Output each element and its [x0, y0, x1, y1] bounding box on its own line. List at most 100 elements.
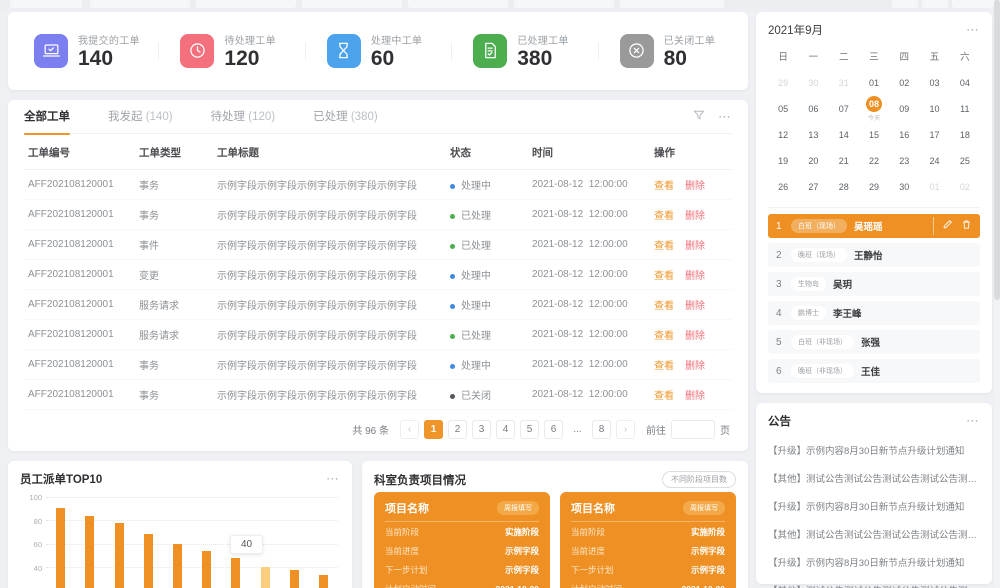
pagination-page-...[interactable]: ... [573, 424, 582, 435]
bar-cell-1[interactable] [75, 497, 104, 588]
bar-2[interactable] [114, 522, 124, 588]
bar-cell-7[interactable] [250, 497, 279, 588]
trash-icon[interactable] [961, 217, 972, 235]
duty-row-3[interactable]: 4 鹏博士 李王峰 [768, 301, 980, 325]
calendar-day-13[interactable]: 13 [798, 123, 828, 147]
pagination-page-2[interactable]: 2 [448, 420, 467, 439]
table-row[interactable]: AFF202108120001 服务请求 示例字段示例字段示例字段示例字段示例字… [24, 289, 732, 320]
bar-0[interactable] [56, 507, 66, 588]
calendar-day-05[interactable]: 05 [768, 97, 798, 121]
bar-6[interactable] [231, 557, 241, 588]
bar-cell-3[interactable] [134, 497, 163, 588]
calendar-day-28[interactable]: 28 [829, 175, 859, 199]
view-link[interactable]: 查看 [654, 241, 674, 252]
announcement-item-4[interactable]: 【升级】示例内容8月30日新节点升级计划通知 [768, 558, 965, 569]
table-row[interactable]: AFF202108120001 事务 示例字段示例字段示例字段示例字段示例字段 … [24, 349, 732, 380]
calendar-day-01[interactable]: 01 [919, 175, 949, 199]
bar-9[interactable] [318, 575, 328, 588]
more-dots-icon[interactable]: ⋯ [966, 413, 980, 428]
calendar-day-03[interactable]: 03 [919, 71, 949, 95]
view-link[interactable]: 查看 [654, 211, 674, 222]
calendar-day-24[interactable]: 24 [919, 149, 949, 173]
more-dots-icon[interactable]: ⋯ [326, 471, 340, 486]
table-row[interactable]: AFF202108120001 事务 示例字段示例字段示例字段示例字段示例字段 … [24, 379, 732, 410]
ticket-tab-1[interactable]: 我发起 (140) [108, 100, 173, 134]
page-scrollbar[interactable] [994, 0, 1000, 588]
view-link[interactable]: 查看 [654, 331, 674, 342]
calendar-day-31[interactable]: 31 [829, 71, 859, 95]
weekly-report-tag[interactable]: 周报填写 [497, 501, 539, 515]
delete-link[interactable]: 删除 [685, 211, 705, 222]
bar-1[interactable] [85, 515, 95, 588]
table-row[interactable]: AFF202108120001 事件 示例字段示例字段示例字段示例字段示例字段 … [24, 229, 732, 260]
calendar-day-11[interactable]: 11 [950, 97, 980, 121]
duty-row-5[interactable]: 6 晚班（非现场） 王佳 [768, 359, 980, 383]
calendar-day-02[interactable]: 02 [950, 175, 980, 199]
table-row[interactable]: AFF202108120001 变更 示例字段示例字段示例字段示例字段示例字段 … [24, 259, 732, 290]
calendar-day-12[interactable]: 12 [768, 123, 798, 147]
announcement-item-5[interactable]: 【其他】测试公告测试公告测试公告测试公告测试公告 [768, 576, 980, 588]
calendar-day-14[interactable]: 14 [829, 123, 859, 147]
bar-cell-6[interactable] [221, 497, 250, 588]
chrome-tab[interactable] [10, 0, 82, 8]
table-row[interactable]: AFF202108120001 事务 示例字段示例字段示例字段示例字段示例字段 … [24, 169, 732, 200]
calendar-day-15[interactable]: 15 [859, 123, 889, 147]
duty-row-2[interactable]: 3 生物岛 吴玥 [768, 272, 980, 296]
calendar-day-06[interactable]: 06 [798, 97, 828, 121]
calendar-day-17[interactable]: 17 [919, 123, 949, 147]
pencil-icon[interactable] [942, 217, 953, 235]
bar-7[interactable] [260, 567, 270, 588]
delete-link[interactable]: 删除 [685, 301, 705, 312]
delete-link[interactable]: 删除 [685, 181, 705, 192]
more-dots-icon[interactable]: ⋯ [718, 108, 732, 124]
calendar-day-27[interactable]: 27 [798, 175, 828, 199]
delete-link[interactable]: 删除 [685, 361, 705, 372]
stat-card-4[interactable]: 已关闭工单 80 [597, 32, 744, 70]
chrome-tab[interactable] [408, 0, 508, 8]
delete-link[interactable]: 删除 [685, 241, 705, 252]
bar-5[interactable] [202, 550, 212, 588]
bar-cell-9[interactable] [309, 497, 338, 588]
pagination-goto-input[interactable] [671, 420, 715, 439]
chrome-tab[interactable] [952, 0, 994, 8]
ticket-tab-3[interactable]: 已处理 (380) [313, 100, 378, 134]
chrome-tab[interactable] [620, 0, 724, 8]
pagination-page-4[interactable]: 4 [496, 420, 515, 439]
view-link[interactable]: 查看 [654, 301, 674, 312]
bar-4[interactable] [172, 543, 182, 588]
chrome-tab[interactable] [90, 0, 190, 8]
duty-row-1[interactable]: 2 晚班（现场） 王静怡 [768, 243, 980, 267]
calendar-day-09[interactable]: 09 [889, 97, 919, 121]
chrome-tab[interactable] [302, 0, 402, 8]
stat-card-3[interactable]: 已处理工单 380 [451, 32, 597, 70]
announcement-item-1[interactable]: 【其他】测试公告测试公告测试公告测试公告测试公告 [768, 474, 980, 485]
pagination-prev[interactable]: ‹ [400, 420, 419, 439]
calendar-day-10[interactable]: 10 [919, 97, 949, 121]
bar-cell-0[interactable] [46, 497, 75, 588]
duty-row-4[interactable]: 5 白班（非现场） 张强 [768, 330, 980, 354]
chrome-tab[interactable] [922, 0, 948, 8]
calendar-day-18[interactable]: 18 [950, 123, 980, 147]
view-link[interactable]: 查看 [654, 361, 674, 372]
bar-cell-8[interactable] [280, 497, 309, 588]
pagination-page-6[interactable]: 6 [544, 420, 563, 439]
bar-cell-4[interactable] [163, 497, 192, 588]
bar-8[interactable] [289, 569, 299, 588]
calendar-day-30[interactable]: 30 [889, 175, 919, 199]
calendar-day-07[interactable]: 07 [829, 97, 859, 121]
chrome-tab[interactable] [892, 0, 918, 8]
calendar-day-08[interactable]: 08 今天 [859, 96, 889, 122]
delete-link[interactable]: 删除 [685, 391, 705, 402]
table-row[interactable]: AFF202108120001 服务请求 示例字段示例字段示例字段示例字段示例字… [24, 319, 732, 350]
calendar-day-25[interactable]: 25 [950, 149, 980, 173]
pagination-page-3[interactable]: 3 [472, 420, 491, 439]
announcement-item-0[interactable]: 【升级】示例内容8月30日新节点升级计划通知 [768, 446, 965, 457]
bar-cell-5[interactable] [192, 497, 221, 588]
calendar-day-23[interactable]: 23 [889, 149, 919, 173]
stat-card-1[interactable]: 待处理工单 120 [158, 32, 304, 70]
announcement-item-3[interactable]: 【其他】测试公告测试公告测试公告测试公告测试公告 [768, 530, 980, 541]
calendar-day-21[interactable]: 21 [829, 149, 859, 173]
project-card-0[interactable]: 项目名称 周报填写 当前阶段 实施阶段 当前进度 示例字段 下一步计划 示例字段… [374, 492, 550, 588]
pagination-next[interactable]: › [616, 420, 635, 439]
chrome-tab[interactable] [196, 0, 296, 8]
